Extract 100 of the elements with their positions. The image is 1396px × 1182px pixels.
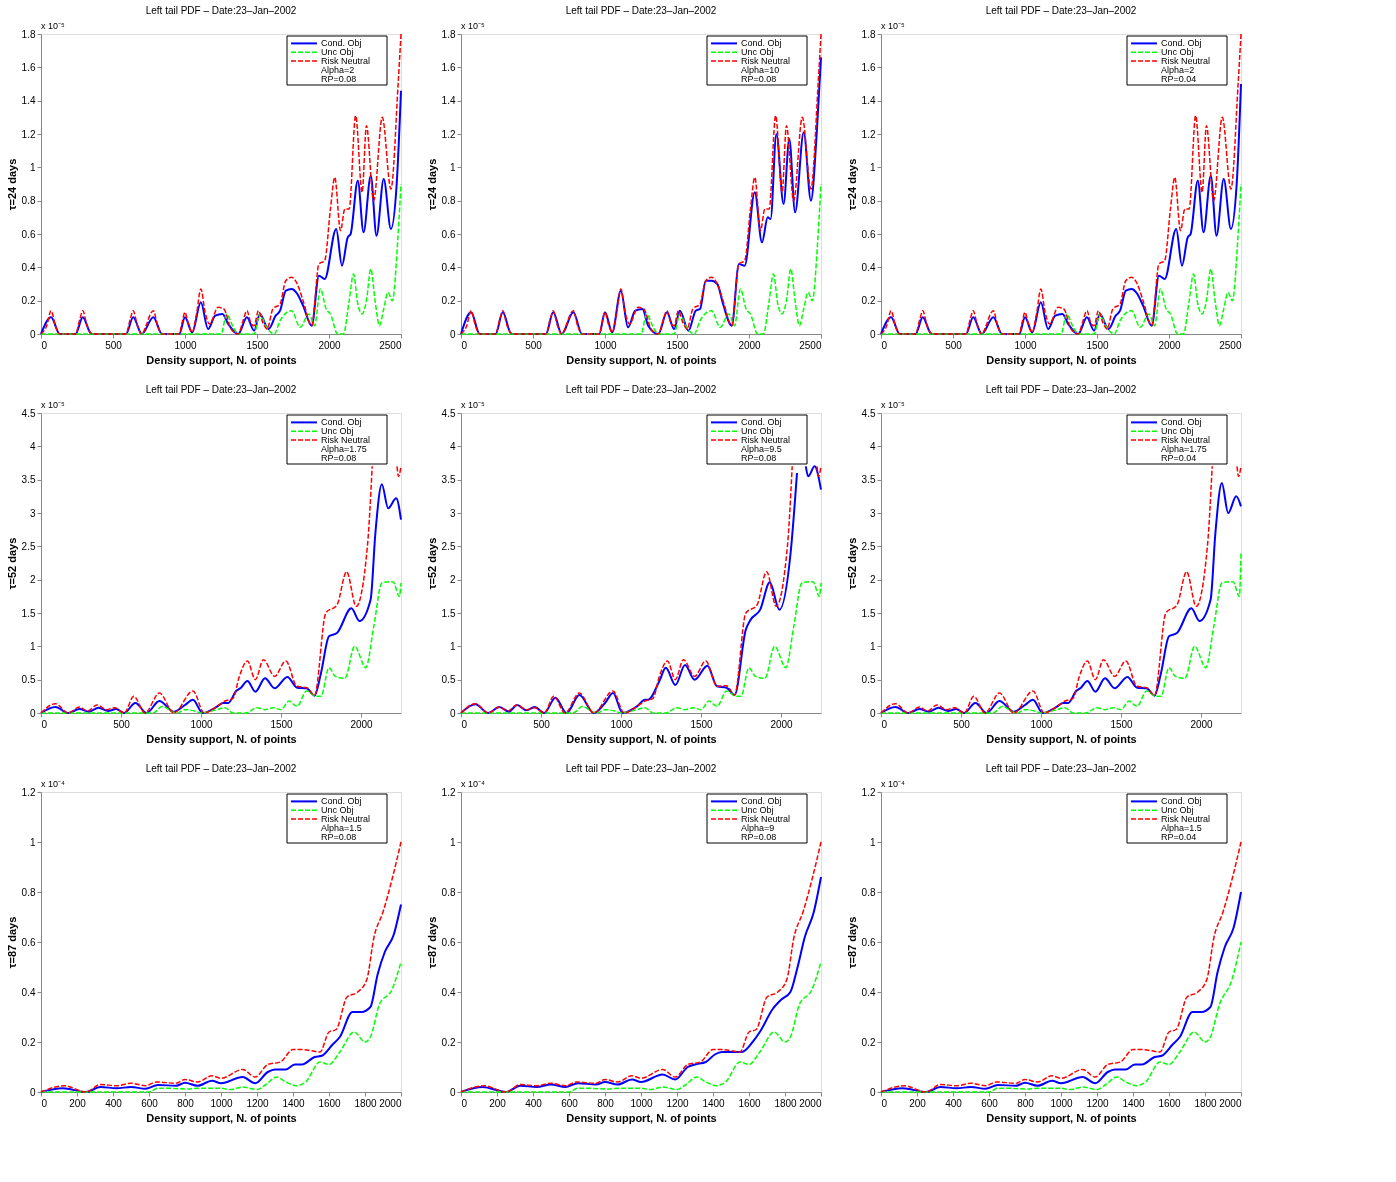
- x-tick-label: 500: [525, 339, 543, 351]
- annotation: Alpha=1.75: [1161, 443, 1207, 454]
- y-tick-label: 1.4: [861, 95, 876, 107]
- legend-label: Risk Neutral: [741, 814, 791, 824]
- legend-label: Risk Neutral: [741, 435, 791, 445]
- y-tick-label: 1.2: [441, 128, 456, 140]
- y-tick-label: 1.6: [21, 61, 36, 73]
- y-tick-label: 0: [449, 328, 456, 340]
- text: x 10⁻⁴: [461, 779, 486, 789]
- text: x 10⁻⁵: [881, 21, 906, 31]
- y-tick-label: 1.5: [21, 607, 36, 619]
- legend-label: Cond. Obj: [1161, 796, 1202, 807]
- y-tick-label: 0.2: [861, 1036, 876, 1048]
- y-tick-label: 0.5: [861, 674, 876, 686]
- x-tick-label: 1000: [1050, 1097, 1074, 1109]
- y-axis-title: τ=52 days: [845, 537, 858, 590]
- x-tick-label: 1400: [282, 1097, 306, 1109]
- y-tick-label: 0.8: [861, 195, 876, 207]
- text: x 10⁻⁵: [881, 400, 906, 410]
- x-axis-title: Density support, N. of points: [986, 353, 1137, 366]
- chart-title: Left tail PDF – Date:23–Jan–2002: [565, 763, 717, 774]
- x-axis-title: Density support, N. of points: [986, 732, 1137, 745]
- x-tick-label: 600: [561, 1097, 579, 1109]
- y-tick-label: 4.5: [441, 407, 456, 419]
- annotation: RP=0.08: [741, 831, 777, 842]
- x-tick-label: 1000: [1030, 718, 1054, 730]
- x-tick-label: 0: [461, 339, 468, 351]
- legend-label: Cond. Obj: [741, 38, 782, 49]
- x-axis-title: Density support, N. of points: [986, 1111, 1137, 1124]
- y-tick-label: 0: [869, 707, 876, 719]
- y-tick-label: 0.4: [861, 261, 876, 273]
- x-tick-label: 2500: [799, 339, 822, 351]
- x-tick-label: 1800: [1194, 1097, 1218, 1109]
- y-tick-label: 3.5: [861, 474, 876, 486]
- x-tick-label: 2000: [1190, 718, 1214, 730]
- annotation: Alpha=1.75: [321, 443, 367, 454]
- y-tick-label: 0: [869, 1086, 876, 1098]
- y-tick-label: 0.6: [441, 936, 456, 948]
- y-tick-label: 1.8: [441, 28, 456, 40]
- y-tick-label: 1: [29, 836, 36, 848]
- x-tick-label: 500: [105, 339, 123, 351]
- y-tick-label: 1.2: [861, 128, 876, 140]
- x-tick-label: 0: [881, 339, 888, 351]
- text: x 10⁻⁴: [881, 779, 906, 789]
- y-tick-label: 1.2: [21, 128, 36, 140]
- y-tick-label: 1.8: [861, 28, 876, 40]
- y-tick-label: 1.4: [441, 95, 456, 107]
- y-tick-label: 2: [449, 574, 456, 586]
- chart-title: Left tail PDF – Date:23–Jan–2002: [565, 5, 717, 16]
- x-tick-label: 1000: [210, 1097, 234, 1109]
- x-tick-label: 1200: [246, 1097, 270, 1109]
- x-tick-label: 1000: [1014, 339, 1038, 351]
- annotation: RP=0.04: [1161, 452, 1197, 463]
- x-tick-label: 400: [105, 1097, 123, 1109]
- y-tick-label: 0.2: [441, 295, 456, 307]
- y-axis-title: τ=52 days: [425, 537, 438, 590]
- legend-label: Cond. Obj: [741, 417, 782, 428]
- x-tick-label: 1600: [318, 1097, 342, 1109]
- text: x 10⁻⁵: [461, 21, 486, 31]
- x-tick-label: 1400: [1122, 1097, 1146, 1109]
- y-tick-label: 1: [449, 161, 456, 173]
- legend-label: Cond. Obj: [1161, 38, 1202, 49]
- x-tick-label: 1200: [666, 1097, 690, 1109]
- x-axis-title: Density support, N. of points: [566, 1111, 717, 1124]
- legend-label: Risk Neutral: [321, 435, 371, 445]
- x-tick-label: 0: [881, 718, 888, 730]
- y-axis-title: τ=24 days: [845, 158, 858, 211]
- x-tick-label: 0: [41, 718, 48, 730]
- chart-title: Left tail PDF – Date:23–Jan–2002: [145, 5, 297, 16]
- y-tick-label: 0.4: [21, 261, 36, 273]
- y-tick-label: 4.5: [21, 407, 36, 419]
- x-tick-label: 2000: [318, 339, 342, 351]
- y-tick-label: 0.2: [861, 295, 876, 307]
- legend-label: Risk Neutral: [321, 814, 371, 824]
- legend-label: Unc Obj: [321, 47, 354, 58]
- y-tick-label: 0: [449, 707, 456, 719]
- y-tick-label: 0.4: [441, 261, 456, 273]
- y-tick-label: 0.6: [861, 228, 876, 240]
- y-tick-label: 3: [869, 507, 876, 519]
- chart-title: Left tail PDF – Date:23–Jan–2002: [985, 384, 1137, 395]
- y-tick-label: 1.5: [441, 607, 456, 619]
- x-tick-label: 1600: [738, 1097, 762, 1109]
- x-tick-label: 800: [177, 1097, 195, 1109]
- x-tick-label: 1500: [1110, 718, 1134, 730]
- y-tick-label: 1: [869, 161, 876, 173]
- x-tick-label: 600: [981, 1097, 999, 1109]
- legend-label: Cond. Obj: [1161, 417, 1202, 428]
- y-tick-label: 0: [869, 328, 876, 340]
- legend-label: Unc Obj: [1161, 47, 1194, 58]
- x-axis-title: Density support, N. of points: [146, 1111, 297, 1124]
- y-tick-label: 1: [29, 161, 36, 173]
- y-tick-label: 1: [449, 836, 456, 848]
- y-tick-label: 1.5: [861, 607, 876, 619]
- legend-label: Risk Neutral: [741, 56, 791, 66]
- x-tick-label: 2000: [1219, 1097, 1242, 1109]
- legend-label: Unc Obj: [321, 805, 354, 816]
- annotation: RP=0.04: [1161, 73, 1197, 84]
- y-tick-label: 0.4: [21, 986, 36, 998]
- x-tick-label: 0: [41, 1097, 48, 1109]
- x-tick-label: 800: [1017, 1097, 1035, 1109]
